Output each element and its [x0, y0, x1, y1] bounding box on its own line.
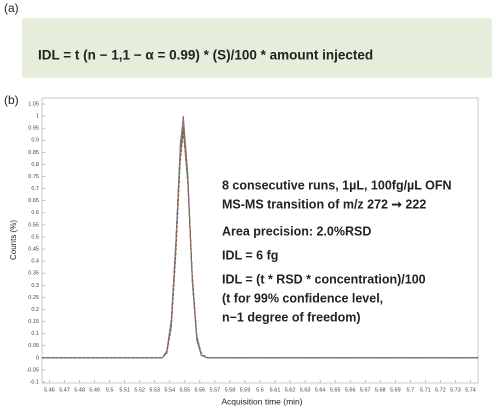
x-tick-label: 5.73 [450, 387, 461, 393]
x-tick-label: 5.65 [330, 387, 341, 393]
x-tick-label: 5.69 [390, 387, 401, 393]
y-tick-label: 0.15 [28, 319, 39, 325]
y-tick-label: 0.1 [31, 331, 39, 337]
x-tick-label: 5.5 [106, 387, 114, 393]
x-tick-label: 5.62 [285, 387, 296, 393]
series-line [42, 128, 478, 359]
y-tick-label: 0.45 [28, 246, 39, 252]
y-tick-label: 0.65 [28, 198, 39, 204]
x-tick-label: 5.53 [149, 387, 160, 393]
y-tick-label: -0.05 [26, 367, 39, 373]
x-tick-label: 5.56 [195, 387, 206, 393]
x-tick-label: 5.49 [89, 387, 100, 393]
y-tick-label: 0.9 [31, 138, 39, 144]
y-tick-label: 0.95 [28, 126, 39, 132]
y-tick-label: 0.3 [31, 283, 39, 289]
y-tick-label: 0.55 [28, 222, 39, 228]
x-tick-label: 5.68 [375, 387, 386, 393]
y-tick-label: -0.1 [30, 379, 39, 385]
annotation: Area precision: 2.0%RSD [222, 224, 371, 238]
x-tick-label: 5.59 [240, 387, 251, 393]
y-tick-label: 0.35 [28, 271, 39, 277]
y-tick-label: 0.05 [28, 343, 39, 349]
x-tick-label: 5.55 [179, 387, 190, 393]
annotation: (t for 99% confidence level, [222, 291, 383, 305]
formula-box [22, 18, 492, 78]
x-tick-label: 5.6 [256, 387, 264, 393]
x-tick-label: 5.47 [59, 387, 70, 393]
panel-label: (b) [4, 93, 19, 107]
x-tick-label: 5.72 [435, 387, 446, 393]
y-tick-label: 0.8 [31, 162, 39, 168]
x-tick-label: 5.71 [420, 387, 431, 393]
x-tick-label: 5.58 [225, 387, 236, 393]
x-tick-label: 5.57 [210, 387, 221, 393]
y-tick-label: 0.5 [31, 234, 39, 240]
plot-frame [41, 97, 479, 384]
x-tick-label: 5.48 [74, 387, 85, 393]
annotation: 8 consecutive runs, 1µL, 100fg/µL OFN [222, 178, 452, 192]
x-tick-label: 5.52 [134, 387, 145, 393]
annotation: IDL = 6 fg [222, 248, 278, 262]
y-tick-label: 1 [36, 114, 39, 120]
formula: IDL = t (n − 1,1 − α = 0.99) * (S)/100 *… [38, 48, 373, 63]
x-tick-label: 5.54 [164, 387, 175, 393]
y-axis-title: Counts (%) [9, 220, 18, 260]
y-tick-label: 0.6 [31, 210, 39, 216]
x-tick-label: 5.63 [300, 387, 311, 393]
y-tick-label: 0.75 [28, 174, 39, 180]
x-tick-label: 5.7 [407, 387, 415, 393]
y-tick-label: 0.2 [31, 307, 39, 313]
y-tick-label: 0.25 [28, 295, 39, 301]
x-axis-title: Acquisition time (min) [221, 396, 302, 406]
y-tick-label: 1.05 [28, 101, 39, 107]
y-tick-label: 0.7 [31, 186, 39, 192]
panel-label: (a) [4, 1, 19, 15]
y-tick-label: 0 [36, 355, 39, 361]
y-tick-label: 0.85 [28, 150, 39, 156]
x-tick-label: 5.74 [465, 387, 476, 393]
x-tick-label: 5.61 [270, 387, 281, 393]
annotation: MS-MS transition of m/z 272 ➞ 222 [222, 197, 426, 211]
x-tick-label: 5.66 [345, 387, 356, 393]
x-tick-label: 5.67 [360, 387, 371, 393]
x-tick-label: 5.51 [119, 387, 130, 393]
annotation: IDL = (t * RSD * concentration)/100 [222, 272, 426, 286]
x-tick-label: 5.46 [44, 387, 55, 393]
x-tick-label: 5.64 [315, 387, 326, 393]
y-tick-label: 0.4 [31, 259, 39, 265]
annotation: n−1 degree of freedom) [222, 310, 361, 324]
